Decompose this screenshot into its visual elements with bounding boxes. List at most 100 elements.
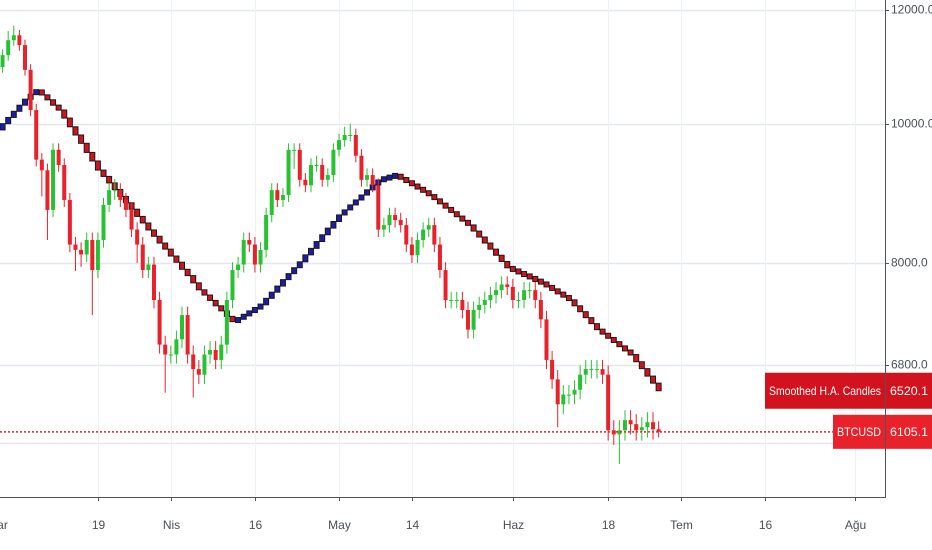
y-tick-label: 6800.0	[891, 358, 928, 372]
smoothed-candle	[577, 305, 584, 313]
candle-body	[107, 190, 112, 205]
candle-body	[538, 299, 543, 320]
smoothed-candle	[195, 282, 202, 291]
candle-body	[527, 290, 532, 292]
candle-body	[516, 299, 521, 301]
series-name-tag: BTCUSD	[837, 425, 881, 439]
smoothed-candle	[38, 89, 45, 96]
smoothed-candle	[431, 194, 438, 201]
smoothed-candle	[599, 328, 606, 335]
candle-body	[589, 369, 594, 371]
smoothed-candle	[655, 382, 662, 392]
smoothed-candle	[106, 175, 113, 184]
smoothed-candle	[436, 198, 443, 205]
candle-body	[522, 290, 527, 300]
candle-body	[600, 369, 605, 375]
candle-body	[415, 240, 420, 256]
smoothed-candle	[156, 235, 163, 244]
smoothed-candle	[509, 265, 516, 272]
smoothed-candle	[470, 224, 477, 232]
candle-body	[280, 195, 285, 200]
smoothed-candle	[324, 227, 331, 236]
smoothed-candle	[285, 273, 292, 281]
smoothed-candle	[593, 323, 600, 331]
candle-body	[465, 310, 470, 330]
smoothed-candle	[291, 267, 298, 275]
candle-body	[651, 422, 656, 430]
smoothed-candle	[616, 341, 623, 348]
smoothed-candle	[61, 109, 68, 119]
candle-body	[404, 225, 409, 245]
smoothed-candle	[504, 260, 511, 269]
smoothed-candle	[66, 117, 73, 128]
candle-body	[421, 229, 426, 241]
candle-body	[398, 220, 403, 226]
smoothed-candle	[167, 248, 174, 257]
candle-body	[28, 69, 33, 111]
candle-body	[482, 299, 487, 305]
smoothed-candle	[296, 261, 303, 269]
smoothed-candle	[218, 305, 225, 312]
smoothed-candle	[173, 255, 180, 263]
candle-body	[146, 264, 151, 271]
smoothed-candle	[610, 336, 617, 343]
smoothed-candle	[212, 299, 219, 307]
price-tags: Smoothed H.A. Candles 6520.1 BTCUSD 6105.1	[765, 372, 932, 449]
smoothed-candle	[55, 104, 62, 111]
price-tag-box	[886, 372, 932, 409]
candle-body	[219, 344, 224, 360]
x-tick-label: Mar	[0, 518, 8, 532]
candle-body	[196, 369, 201, 375]
candle-body	[123, 199, 128, 210]
candle-body	[174, 339, 179, 355]
candle-body	[645, 422, 650, 428]
smoothed-candle	[565, 295, 572, 302]
smoothed-candle	[380, 176, 387, 183]
candle-body	[499, 284, 504, 291]
candle-body	[628, 420, 633, 425]
candle-body	[365, 175, 370, 180]
smoothed-candle	[358, 194, 365, 201]
smoothed-candle	[89, 151, 96, 162]
candle-body	[224, 299, 229, 345]
smoothed-candle	[150, 229, 157, 237]
smoothed-candle	[633, 354, 640, 363]
candle-body	[6, 40, 11, 56]
candle-body	[320, 164, 325, 180]
candle-body	[342, 135, 347, 141]
price-tag-box	[833, 414, 885, 449]
smoothed-candle	[397, 173, 404, 180]
candle-body	[23, 45, 28, 70]
candle-body	[90, 240, 95, 271]
smoothed-candle	[425, 190, 432, 197]
smoothed-candle	[16, 104, 23, 112]
smoothed-candle	[336, 214, 343, 222]
candle-body	[185, 315, 190, 355]
candle-body	[230, 270, 235, 300]
smoothed-candle	[493, 248, 500, 256]
candle-body	[269, 190, 274, 215]
candle-body	[180, 315, 185, 340]
candle-body	[510, 286, 515, 300]
candle-body	[639, 427, 644, 431]
smoothed-candle	[279, 279, 286, 287]
candle-body	[264, 214, 269, 250]
smoothed-candle	[352, 199, 359, 206]
candle-body	[208, 349, 213, 355]
smoothed-candle	[442, 202, 449, 209]
candle-body	[252, 244, 257, 265]
smoothed-candle	[414, 183, 421, 190]
candle-body	[258, 249, 263, 265]
candle-body	[314, 164, 319, 166]
candle-body	[359, 155, 364, 180]
smoothed-candle	[459, 215, 466, 222]
smoothed-candle	[134, 208, 141, 217]
smoothed-candle	[638, 361, 645, 370]
candle-body	[39, 159, 44, 171]
candle-body	[275, 190, 280, 200]
smoothed-candle	[549, 284, 556, 291]
smoothed-candle	[184, 268, 191, 277]
x-tick-label: May	[328, 518, 351, 532]
candle-body	[606, 374, 611, 431]
candle-body	[17, 35, 22, 46]
